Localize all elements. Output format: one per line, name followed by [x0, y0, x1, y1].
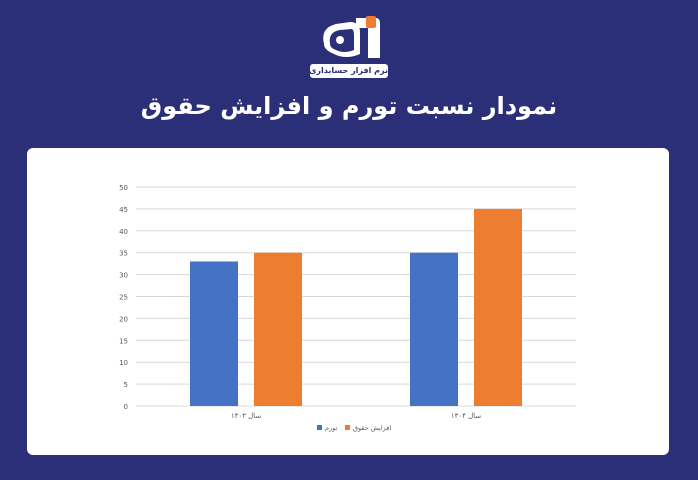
x-tick-label: سال ۱۴۰۴: [451, 412, 481, 420]
legend-swatch-1: [345, 425, 350, 430]
bar-0-0: [190, 261, 238, 406]
bar-1-1: [474, 208, 522, 406]
legend-label-1: افزایش حقوق: [353, 424, 391, 432]
legend-swatch-0: [317, 425, 322, 430]
chart-card: 0 5 10 15 20 25 30 35 40 45 50 سال ۱۴۰۳ سال ۱۴۰۴ تورم…: [27, 148, 669, 455]
bar-0-1: [410, 252, 458, 406]
brand-logo: نرم افزار حسابداری: [310, 14, 388, 80]
y-tick-label: 35: [119, 250, 128, 258]
fa-letters-logo-icon: [323, 16, 380, 58]
bar-1-0: [254, 252, 302, 406]
bar-chart: 0 5 10 15 20 25 30 35 40 45 50 سال ۱۴۰۳ سال ۱۴۰۴ تورم…: [119, 184, 576, 432]
y-tick-label: 50: [119, 184, 128, 192]
y-tick-label: 25: [119, 294, 128, 302]
y-tick-label: 0: [124, 403, 128, 411]
y-tick-label: 20: [119, 315, 128, 323]
y-tick-label: 45: [119, 206, 128, 214]
y-tick-label: 30: [119, 272, 128, 280]
x-tick-label: سال ۱۴۰۳: [231, 412, 261, 420]
y-tick-label: 10: [119, 359, 128, 367]
y-tick-label: 15: [119, 337, 128, 345]
y-tick-label: 5: [124, 381, 128, 389]
page-title: نمودار نسبت تورم و افزایش حقوق: [140, 92, 558, 120]
y-tick-label: 40: [119, 228, 128, 236]
logo-caption: نرم افزار حسابداری: [310, 64, 388, 78]
legend-label-0: تورم: [325, 424, 338, 432]
